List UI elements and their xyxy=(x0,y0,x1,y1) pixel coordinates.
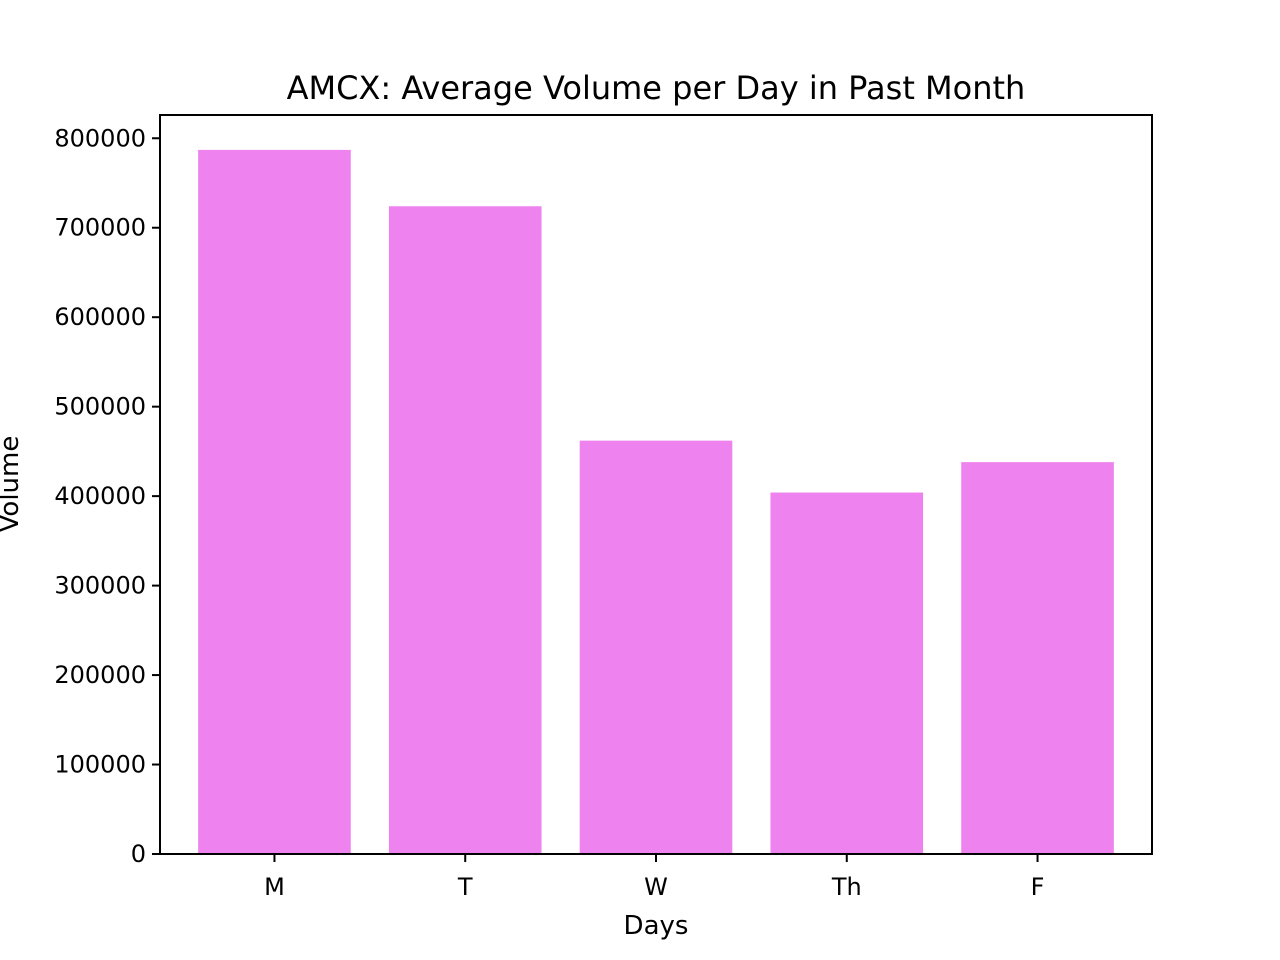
y-tick-label: 100000 xyxy=(54,751,146,779)
y-tick-label: 800000 xyxy=(54,124,146,152)
x-axis-label: Days xyxy=(624,911,689,941)
y-tick-label: 200000 xyxy=(54,661,146,689)
x-axis: M T W Th F xyxy=(264,854,1044,901)
y-axis: 0 100000 200000 300000 400000 500000 600000 700… xyxy=(54,124,160,868)
x-tick-label: Th xyxy=(831,873,862,901)
x-tick-label: M xyxy=(264,873,285,901)
x-tick-label: W xyxy=(644,873,668,901)
bar-f xyxy=(961,462,1114,854)
bar-th xyxy=(770,492,924,854)
bars-layer xyxy=(198,149,1114,854)
y-tick-label: 600000 xyxy=(54,303,146,331)
y-tick-label: 700000 xyxy=(54,214,146,242)
y-tick-label: 0 xyxy=(131,840,146,868)
bar-w xyxy=(579,440,733,854)
y-tick-label: 500000 xyxy=(54,393,146,421)
x-tick-label: F xyxy=(1031,873,1045,901)
bar-m xyxy=(198,149,351,854)
x-tick-label: T xyxy=(457,873,473,901)
y-tick-label: 400000 xyxy=(54,482,146,510)
chart-title: AMCX: Average Volume per Day in Past Mon… xyxy=(287,69,1026,107)
y-axis-label: Volume xyxy=(0,436,25,533)
bar-t xyxy=(388,206,542,854)
y-tick-label: 300000 xyxy=(54,572,146,600)
